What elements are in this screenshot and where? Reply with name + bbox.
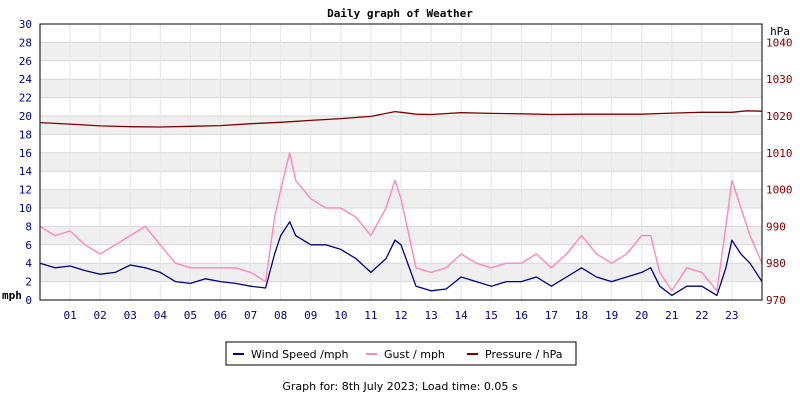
left-tick-label: 30 bbox=[19, 18, 32, 31]
left-tick-label: 2 bbox=[25, 276, 32, 289]
y-right-axis-label: hPa bbox=[770, 25, 790, 38]
left-tick-label: 26 bbox=[19, 55, 32, 68]
chart-legend: Wind Speed /mph Gust / mph Pressure / hPa bbox=[225, 341, 577, 366]
footer-status: Graph for: 8th July 2023; Load time: 0.0… bbox=[282, 380, 518, 393]
legend-label-wind: Wind Speed /mph bbox=[251, 348, 349, 361]
x-tick-label: 20 bbox=[635, 309, 648, 322]
series-line-pressure bbox=[39, 110, 763, 128]
left-tick-label: 18 bbox=[19, 128, 32, 141]
weather-chart: Daily graph of Weather 02468101214161820… bbox=[2, 7, 793, 366]
x-tick-label: 19 bbox=[605, 309, 618, 322]
x-tick-label: 17 bbox=[545, 309, 558, 322]
x-tick-label: 08 bbox=[274, 309, 287, 322]
x-tick-label: 13 bbox=[424, 309, 437, 322]
series-line-gust bbox=[39, 152, 763, 292]
left-tick-label: 22 bbox=[19, 92, 32, 105]
x-tick-label: 06 bbox=[214, 309, 227, 322]
right-axis-ticks: 970 980 990 1000 1010 1020 1030 1040 bbox=[766, 36, 793, 307]
right-tick-label: 1000 bbox=[766, 184, 793, 197]
right-tick-label: 970 bbox=[766, 294, 786, 307]
x-tick-label: 02 bbox=[94, 309, 107, 322]
plot-frame bbox=[39, 23, 763, 301]
x-tick-label: 16 bbox=[515, 309, 528, 322]
x-tick-label: 12 bbox=[394, 309, 407, 322]
x-tick-label: 22 bbox=[695, 309, 708, 322]
x-axis-ticks: 01 02 03 04 05 06 07 08 09 10 11 12 13 14 15 16 17 18 19 20… bbox=[63, 309, 738, 322]
x-tick-label: 10 bbox=[334, 309, 347, 322]
left-tick-label: 6 bbox=[25, 239, 32, 252]
y-left-axis-label: mph bbox=[2, 289, 22, 302]
left-tick-label: 14 bbox=[19, 165, 33, 178]
x-tick-label: 04 bbox=[154, 309, 168, 322]
left-tick-label: 4 bbox=[25, 257, 32, 270]
x-tick-label: 14 bbox=[455, 309, 469, 322]
left-tick-label: 0 bbox=[25, 294, 32, 307]
left-tick-label: 28 bbox=[19, 36, 32, 49]
left-tick-label: 8 bbox=[25, 220, 32, 233]
legend-label-gust: Gust / mph bbox=[384, 348, 445, 361]
legend-label-pressure: Pressure / hPa bbox=[485, 348, 563, 361]
x-tick-label: 11 bbox=[364, 309, 377, 322]
x-tick-label: 21 bbox=[665, 309, 678, 322]
x-tick-label: 23 bbox=[725, 309, 738, 322]
x-tick-label: 09 bbox=[304, 309, 317, 322]
left-tick-label: 20 bbox=[19, 110, 32, 123]
right-tick-label: 1040 bbox=[766, 36, 793, 49]
left-tick-label: 12 bbox=[19, 184, 32, 197]
chart-title: Daily graph of Weather bbox=[327, 7, 473, 20]
plot-series bbox=[39, 110, 763, 297]
right-tick-label: 1030 bbox=[766, 73, 793, 86]
plot-grid bbox=[40, 24, 762, 300]
x-tick-label: 05 bbox=[184, 309, 197, 322]
x-tick-label: 18 bbox=[575, 309, 588, 322]
right-tick-label: 1020 bbox=[766, 110, 793, 123]
x-tick-label: 03 bbox=[124, 309, 137, 322]
right-tick-label: 990 bbox=[766, 220, 786, 233]
left-tick-label: 16 bbox=[19, 147, 32, 160]
x-tick-label: 07 bbox=[244, 309, 257, 322]
x-tick-label: 15 bbox=[485, 309, 498, 322]
right-tick-label: 980 bbox=[766, 257, 786, 270]
legend-box bbox=[225, 341, 577, 366]
left-tick-label: 24 bbox=[19, 73, 33, 86]
left-tick-label: 10 bbox=[19, 202, 32, 215]
x-tick-label: 01 bbox=[63, 309, 76, 322]
right-tick-label: 1010 bbox=[766, 147, 793, 160]
series-line-wind bbox=[39, 221, 763, 297]
